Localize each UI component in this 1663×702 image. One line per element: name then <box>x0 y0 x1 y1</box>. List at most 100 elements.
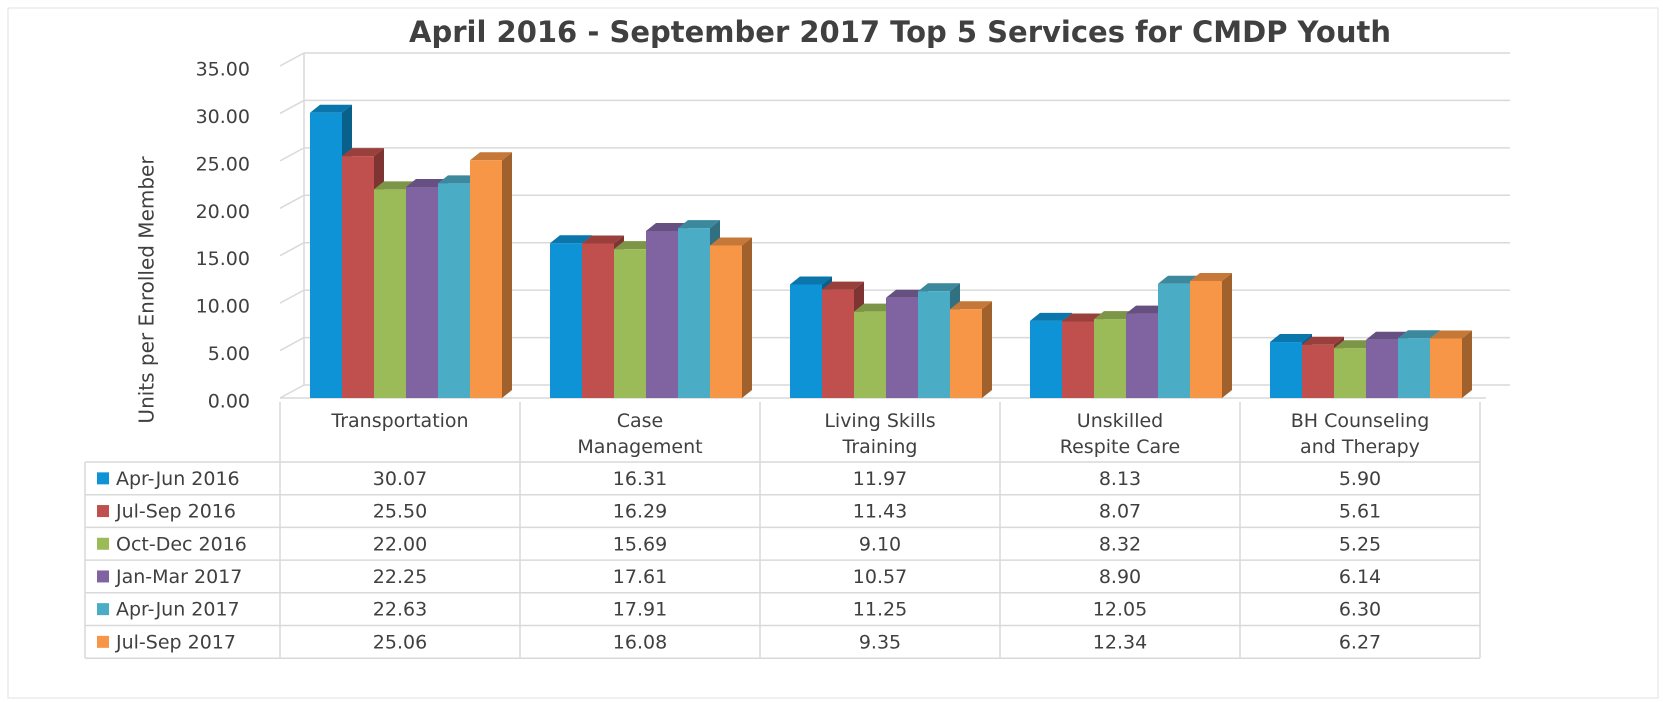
bar-top-shade <box>1126 305 1168 314</box>
bar-top-shade <box>790 276 832 285</box>
legend-swatch <box>97 537 109 550</box>
table-value: 15.69 <box>613 533 667 555</box>
bar <box>470 152 512 398</box>
bar-top-shade <box>710 237 752 246</box>
grid-line-side <box>279 52 305 67</box>
table-value: 12.05 <box>1093 599 1147 621</box>
bar-top <box>1430 330 1472 339</box>
bar-front <box>822 289 854 398</box>
legend-swatch <box>97 570 109 583</box>
bar-top-shade <box>1158 275 1200 284</box>
table-value: 11.25 <box>853 599 907 621</box>
bar-front <box>342 156 374 398</box>
y-axis-label: Units per Enrolled Member <box>135 156 159 424</box>
bar-top <box>854 303 896 312</box>
bar-top-shade <box>438 175 480 184</box>
bar-front <box>438 183 470 398</box>
bar-top <box>614 241 656 250</box>
bar-front <box>550 243 582 398</box>
bar-front <box>678 228 710 398</box>
bar-front <box>950 309 982 398</box>
bar-top <box>310 104 352 113</box>
table-value: 5.90 <box>1339 468 1381 490</box>
bar-front <box>1398 338 1430 398</box>
table-value: 11.43 <box>853 501 907 523</box>
bar-side <box>1462 330 1472 398</box>
bar <box>1190 272 1232 398</box>
bar-top-shade <box>614 241 656 250</box>
bar-top <box>1398 330 1440 339</box>
table-value: 9.35 <box>859 631 901 653</box>
bar-front <box>374 189 406 398</box>
grid-line-side <box>279 147 305 162</box>
bar-top-shade <box>950 301 992 310</box>
bar-front <box>1094 319 1126 398</box>
y-tick-label: 15.00 <box>196 248 250 270</box>
x-tick-label: Living Skills Training <box>824 410 936 458</box>
grid-line-side <box>279 384 305 399</box>
bar-front <box>1302 344 1334 398</box>
table-value: 17.61 <box>613 566 667 588</box>
bar-top-shade <box>582 235 624 244</box>
legend-label: Jan-Mar 2017 <box>115 566 242 588</box>
legend-swatch <box>97 505 109 518</box>
table-value: 11.97 <box>853 468 907 490</box>
bar-top-shade <box>1062 313 1104 322</box>
bar-side <box>502 152 512 398</box>
bar-front <box>1430 338 1462 398</box>
legend-label: Oct-Dec 2016 <box>116 533 247 555</box>
bar-top <box>374 181 416 190</box>
bar-front <box>1366 339 1398 398</box>
table-value: 25.50 <box>373 501 427 523</box>
bar <box>1430 330 1472 398</box>
y-tick-label: 30.00 <box>196 106 250 128</box>
bar-side-shade <box>1222 272 1232 398</box>
table-value: 30.07 <box>373 468 427 490</box>
bar-top <box>1094 311 1136 320</box>
bar-top <box>1062 313 1104 322</box>
bar-front <box>582 243 614 398</box>
x-tick-label: BH Counseling and Therapy <box>1290 410 1430 458</box>
grid-line-side <box>279 99 305 115</box>
bar-top <box>1302 336 1344 345</box>
bar-top-shade <box>310 104 352 113</box>
bar-top-shade <box>854 303 896 312</box>
bar-side-shade <box>502 152 512 398</box>
bar <box>950 301 992 398</box>
bar-top <box>582 235 624 244</box>
table-value: 16.08 <box>613 631 667 653</box>
bar-top <box>406 178 448 187</box>
bar-front <box>646 230 678 398</box>
bar-front <box>918 291 950 398</box>
bar-top <box>1126 305 1168 314</box>
bar-front <box>1030 320 1062 398</box>
bar-top-shade <box>374 181 416 190</box>
x-tick-label: Case Management <box>577 410 703 458</box>
y-tick-label: 5.00 <box>208 343 250 365</box>
table-value: 25.06 <box>373 631 427 653</box>
bar-top <box>470 152 512 161</box>
bar-top <box>790 276 832 285</box>
bar-top <box>342 148 384 157</box>
table-value: 16.29 <box>613 501 667 523</box>
bar-top <box>1270 334 1312 343</box>
bar-front <box>854 311 886 398</box>
table-value: 6.27 <box>1339 631 1381 653</box>
bar-top <box>1158 275 1200 284</box>
legend-swatch <box>97 603 109 616</box>
bar-top <box>1366 331 1408 340</box>
bar-top-shade <box>1302 336 1344 345</box>
grid-line-side <box>279 242 305 257</box>
bar-front <box>710 245 742 398</box>
bar-side <box>1222 272 1232 398</box>
legend-label: Jul-Sep 2016 <box>115 501 236 523</box>
bar-front <box>790 284 822 398</box>
bar-top-shade <box>1334 340 1376 349</box>
bar-top <box>950 301 992 310</box>
grid-line-side <box>279 289 305 304</box>
bar-front <box>1158 283 1190 398</box>
bar-side-shade <box>742 237 752 398</box>
bar-top-shade <box>1366 331 1408 340</box>
bar-top <box>1030 312 1072 321</box>
